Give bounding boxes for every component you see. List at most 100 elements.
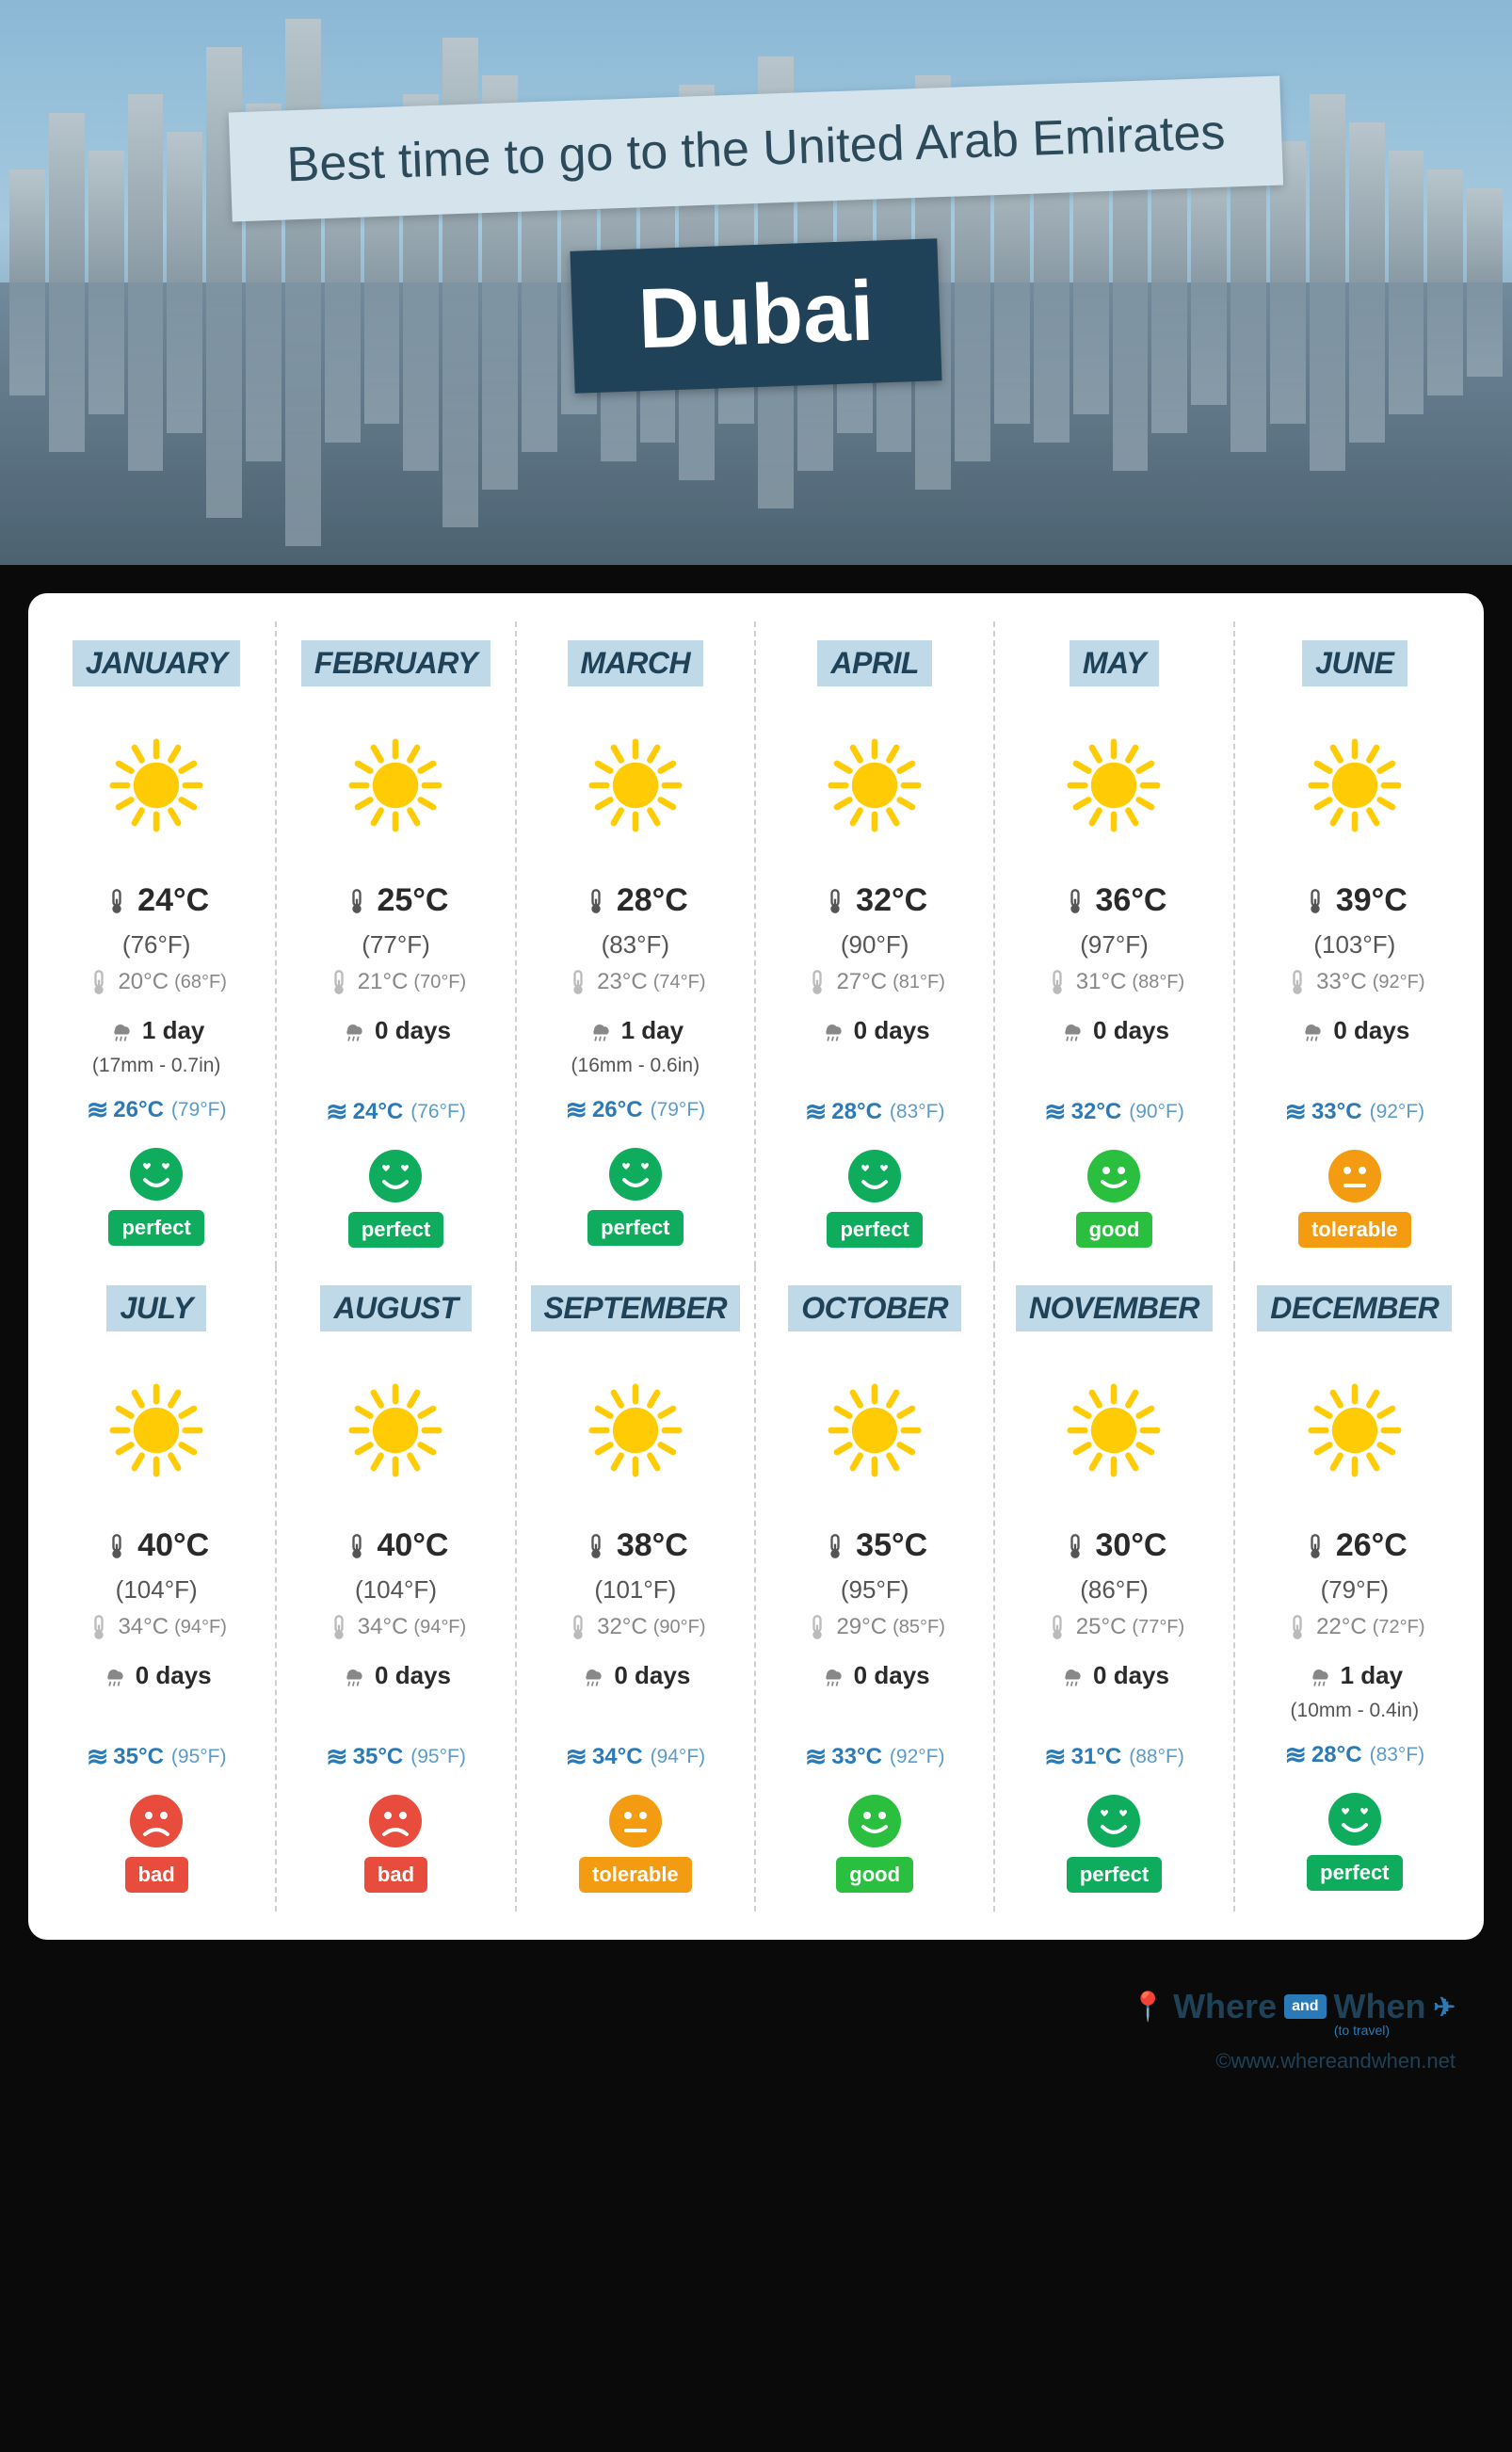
sun-icon [344, 1379, 447, 1482]
month-name: JULY [106, 1285, 205, 1331]
months-grid: JANUARY 24°C (76°F) 20°C (68°F) 1 day (1 [38, 621, 1474, 1912]
rain-row: 0 days [528, 1661, 743, 1690]
month-name: FEBRUARY [301, 640, 491, 686]
temp-low-fahrenheit: (74°F) [653, 972, 706, 993]
temp-high-row: 26°C [1247, 1527, 1463, 1564]
rain-icon [1059, 1018, 1086, 1044]
temp-high-celsius: 32°C [856, 882, 927, 919]
sun-icon [584, 1379, 687, 1482]
wave-icon: ≋ [1284, 1739, 1303, 1770]
thermometer-icon [1302, 1533, 1328, 1559]
temp-low-row: 20°C (68°F) [86, 969, 226, 995]
month-card: JANUARY 24°C (76°F) 20°C (68°F) 1 day (1 [38, 621, 277, 1266]
rain-icon [108, 1018, 135, 1044]
temp-high-row: 38°C [528, 1527, 743, 1564]
temp-low-row: 23°C (74°F) [565, 969, 705, 995]
rain-icon [1307, 1663, 1333, 1689]
sea-temp-row: ≋ 26°C (79°F) [528, 1094, 743, 1125]
rating-badge: bad [125, 1857, 188, 1893]
rain-amount: (16mm - 0.6in) [571, 1055, 700, 1077]
temp-low-celsius: 21°C [358, 969, 409, 995]
temp-high-fahrenheit: (104°F) [355, 1575, 437, 1605]
sea-temp-row: ≋ 32°C (90°F) [1006, 1096, 1221, 1127]
sea-temp-fahrenheit: (76°F) [410, 1101, 466, 1123]
temp-low-fahrenheit: (77°F) [1132, 1617, 1184, 1638]
month-card: NOVEMBER 30°C (86°F) 25°C (77°F) 0 days [995, 1266, 1234, 1912]
rating-badge: perfect [827, 1212, 922, 1248]
rain-days: 0 days [1333, 1016, 1409, 1045]
temp-high-celsius: 26°C [1336, 1527, 1407, 1564]
wave-icon: ≋ [565, 1094, 584, 1125]
rating-badge: good [836, 1857, 913, 1893]
sun-icon [584, 734, 687, 837]
temp-high-celsius: 30°C [1096, 1527, 1167, 1564]
rating-badge: perfect [587, 1210, 683, 1246]
brand-word-2: When [1334, 1987, 1426, 2026]
sea-temp-fahrenheit: (83°F) [1370, 1744, 1425, 1766]
sea-temp-row: ≋ 24°C (76°F) [288, 1096, 503, 1127]
temp-low-celsius: 23°C [597, 969, 648, 995]
rain-days: 0 days [854, 1016, 930, 1045]
wave-icon: ≋ [87, 1741, 105, 1772]
temp-low-row: 22°C (72°F) [1284, 1614, 1424, 1640]
wave-icon: ≋ [326, 1096, 345, 1127]
thermometer-icon [1062, 1533, 1088, 1559]
wave-icon: ≋ [565, 1741, 584, 1772]
rain-days: 0 days [854, 1661, 930, 1690]
rain-row: 0 days [767, 1016, 982, 1045]
temp-high-celsius: 38°C [617, 1527, 688, 1564]
hero-banner: Best time to go to the United Arab Emira… [0, 0, 1512, 565]
thermometer-icon [104, 1533, 130, 1559]
rain-days: 1 day [1341, 1661, 1404, 1690]
temp-low-row: 25°C (77°F) [1044, 1614, 1184, 1640]
temp-high-fahrenheit: (86°F) [1080, 1575, 1149, 1605]
thermometer-icon [822, 1533, 848, 1559]
rain-icon [341, 1018, 367, 1044]
month-card: JUNE 39°C (103°F) 33°C (92°F) 0 days [1235, 621, 1474, 1266]
thermometer-icon [104, 888, 130, 914]
temp-low-celsius: 27°C [836, 969, 887, 995]
rain-icon [1299, 1018, 1326, 1044]
sea-temp-row: ≋ 34°C (94°F) [528, 1741, 743, 1772]
rain-icon [341, 1663, 367, 1689]
temp-high-celsius: 40°C [378, 1527, 449, 1564]
sun-icon [105, 734, 208, 837]
wave-icon: ≋ [1044, 1096, 1063, 1127]
sea-temp-row: ≋ 28°C (83°F) [1247, 1739, 1463, 1770]
month-name: MARCH [568, 640, 704, 686]
sea-temp-row: ≋ 28°C (83°F) [767, 1096, 982, 1127]
sea-temp-celsius: 35°C [353, 1744, 404, 1770]
rain-row: 0 days [288, 1016, 503, 1045]
rating-badge: perfect [1307, 1855, 1402, 1891]
sun-icon [823, 1379, 926, 1482]
thermometer-icon [1302, 888, 1328, 914]
rain-days: 1 day [142, 1016, 205, 1045]
temp-low-row: 33°C (92°F) [1284, 969, 1424, 995]
temp-high-row: 30°C [1006, 1527, 1221, 1564]
temp-low-celsius: 22°C [1316, 1614, 1367, 1640]
sea-temp-row: ≋ 31°C (88°F) [1006, 1741, 1221, 1772]
rain-icon [102, 1663, 128, 1689]
month-name: JUNE [1302, 640, 1407, 686]
month-name: AUGUST [320, 1285, 471, 1331]
temp-low-row: 34°C (94°F) [86, 1614, 226, 1640]
temp-high-row: 24°C [49, 882, 264, 919]
temp-high-row: 39°C [1247, 882, 1463, 919]
sea-temp-celsius: 35°C [113, 1744, 164, 1770]
sea-temp-celsius: 33°C [1311, 1099, 1362, 1125]
temp-low-fahrenheit: (88°F) [1132, 972, 1184, 993]
temp-low-celsius: 32°C [597, 1614, 648, 1640]
thermometer-icon [565, 969, 591, 995]
rain-amount: (17mm - 0.7in) [92, 1055, 221, 1077]
thermometer-icon [344, 888, 370, 914]
sea-temp-row: ≋ 33°C (92°F) [767, 1741, 982, 1772]
month-card: DECEMBER 26°C (79°F) 22°C (72°F) 1 day ( [1235, 1266, 1474, 1912]
temp-high-row: 35°C [767, 1527, 982, 1564]
month-card: OCTOBER 35°C (95°F) 29°C (85°F) 0 days [756, 1266, 995, 1912]
temp-low-fahrenheit: (92°F) [1373, 972, 1425, 993]
sea-temp-celsius: 33°C [831, 1744, 882, 1770]
thermometer-icon [1284, 1614, 1311, 1640]
pin-icon: 📍 [1131, 1991, 1166, 2024]
temp-low-celsius: 29°C [836, 1614, 887, 1640]
temp-high-row: 40°C [49, 1527, 264, 1564]
